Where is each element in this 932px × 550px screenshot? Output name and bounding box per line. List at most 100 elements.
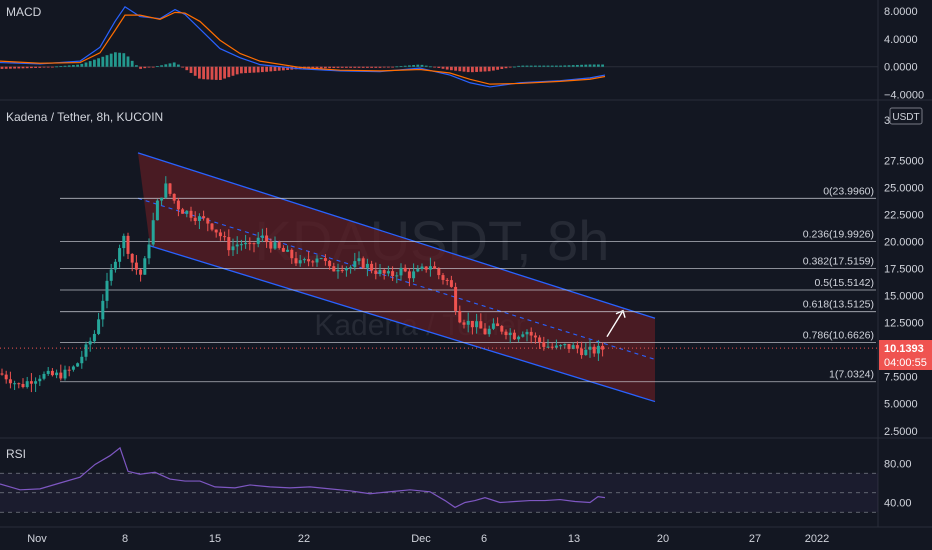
candle-body (168, 183, 172, 194)
candle-body (349, 267, 353, 269)
fibonacci-retracement[interactable]: 0(23.9960) 0.236(19.9926) 0.382(17.5159) 0.… (60, 185, 876, 383)
fib-level-label: 1(7.0324) (829, 369, 874, 381)
macd-histogram-bar (240, 66, 243, 74)
macd-histogram-bar (139, 66, 142, 69)
channel-lower-line (149, 245, 656, 403)
candle-body (294, 258, 298, 264)
candle-body (445, 279, 449, 281)
candle-body (596, 345, 600, 354)
price-chart-title[interactable]: Kadena / Tether, 8h, KUCOIN (6, 110, 163, 124)
macd-histogram-bar (357, 66, 361, 68)
macd-panel (0, 5, 878, 88)
candle-body (172, 193, 176, 201)
macd-histogram-bar (521, 65, 525, 67)
currency-badge[interactable]: USDT (889, 107, 923, 125)
macd-histogram-bar (72, 65, 75, 67)
macd-histogram-bar (101, 56, 105, 67)
price-tick-label: 12.5000 (884, 318, 924, 330)
price-tick-label: 27.5000 (884, 155, 924, 167)
candle-body (286, 249, 290, 252)
macd-histogram-bar (63, 65, 67, 67)
candle-body (420, 266, 424, 269)
macd-histogram-bar (130, 60, 134, 67)
price-tick-label: 25.0000 (884, 182, 924, 194)
macd-histogram-bar (231, 66, 235, 76)
macd-signal-line (0, 11, 606, 85)
rsi-title[interactable]: RSI (6, 447, 26, 461)
last-price-label-bg (879, 340, 932, 370)
candle-body (248, 242, 252, 244)
candle-body (290, 249, 294, 259)
macd-histogram-bar (248, 66, 252, 73)
macd-histogram-bar (97, 58, 100, 67)
price-tick-label: 20.0000 (884, 237, 924, 249)
macd-histogram-bar (172, 62, 176, 67)
candle-body (122, 235, 126, 249)
macd-histogram-bar (282, 66, 285, 71)
macd-histogram-bar (80, 63, 84, 67)
candle-body (298, 260, 302, 264)
macd-histogram-bar (265, 66, 268, 72)
macd-histogram-bar (286, 66, 289, 70)
macd-histogram-bar (177, 64, 180, 67)
projection-arrow-head (615, 309, 626, 318)
macd-histogram-bar (256, 66, 260, 73)
macd-histogram-bar (273, 66, 277, 72)
candle-body (386, 271, 390, 274)
candle-body (13, 383, 17, 385)
candle-body (475, 321, 479, 328)
candle-body (118, 248, 122, 262)
macd-histogram-bar (353, 66, 357, 68)
candle-body (491, 323, 495, 329)
candle-body (109, 269, 113, 281)
macd-histogram-bar (399, 66, 403, 67)
candle-body (256, 237, 260, 244)
macd-title[interactable]: MACD (6, 5, 42, 19)
macd-histogram-bar (17, 66, 21, 69)
macd-histogram-bar (424, 65, 428, 67)
macd-histogram-bar (601, 64, 604, 67)
macd-histogram-bar (492, 66, 495, 71)
macd-histogram-bar (277, 66, 281, 71)
bar-countdown: 04:00:55 (884, 357, 927, 369)
price-tick-label: 17.5000 (884, 264, 924, 276)
candle-body (428, 266, 432, 270)
candle-body (554, 345, 558, 348)
candle-body (143, 258, 147, 275)
macd-histogram-bar (567, 65, 571, 67)
macd-histogram-bar (483, 66, 487, 72)
candle-body (395, 275, 399, 277)
candle-body (512, 332, 516, 340)
candle-body (336, 270, 340, 272)
time-tick-label: 27 (749, 533, 761, 545)
macd-histogram-bar (403, 65, 407, 67)
candle-body (189, 210, 193, 218)
macd-histogram-bar (261, 66, 264, 73)
candle-body (559, 345, 563, 347)
fib-level-label: 0.236(19.9926) (803, 229, 874, 241)
candle-body (483, 328, 487, 335)
macd-histogram-bar (496, 66, 499, 70)
candle-body (441, 275, 445, 280)
macd-histogram-bar (189, 66, 193, 73)
macd-histogram-bar (382, 66, 386, 68)
macd-histogram-bar (143, 66, 147, 69)
candle-body (202, 216, 206, 219)
candle-body (601, 345, 605, 350)
candle-body (340, 270, 344, 272)
macd-histogram-bar (408, 65, 411, 67)
candle-body (382, 270, 386, 274)
macd-histogram-bar (416, 64, 420, 67)
candle-body (181, 209, 185, 214)
macd-histogram-bar (34, 66, 37, 68)
macd-histogram-bar (345, 66, 348, 68)
macd-histogram-bar (475, 66, 478, 72)
macd-histogram-bar (118, 52, 121, 67)
candle-body (332, 266, 336, 272)
candle-body (50, 370, 54, 376)
macd-histogram-bar (219, 66, 222, 80)
macd-histogram-bar (534, 65, 537, 67)
currency-badge-label: USDT (892, 112, 919, 123)
time-tick-label: Nov (27, 533, 47, 545)
